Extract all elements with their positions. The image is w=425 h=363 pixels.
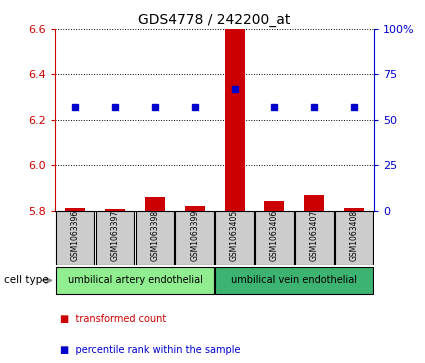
Bar bbox=[264, 201, 284, 211]
Text: ■  transformed count: ■ transformed count bbox=[60, 314, 166, 325]
Bar bbox=[335, 211, 374, 265]
Text: GSM1063396: GSM1063396 bbox=[71, 209, 79, 261]
Bar bbox=[215, 266, 374, 294]
Bar bbox=[136, 211, 174, 265]
Text: GSM1063399: GSM1063399 bbox=[190, 209, 199, 261]
Bar bbox=[185, 206, 205, 211]
Text: umbilical vein endothelial: umbilical vein endothelial bbox=[231, 276, 357, 285]
Bar bbox=[96, 211, 134, 265]
Bar bbox=[255, 211, 294, 265]
Bar bbox=[215, 211, 254, 265]
Text: GSM1063398: GSM1063398 bbox=[150, 209, 159, 261]
Bar bbox=[344, 208, 364, 211]
Text: GSM1063406: GSM1063406 bbox=[270, 209, 279, 261]
Bar bbox=[295, 211, 334, 265]
Bar bbox=[56, 211, 94, 265]
Bar bbox=[304, 195, 324, 211]
Text: GSM1063397: GSM1063397 bbox=[110, 209, 119, 261]
Text: GSM1063405: GSM1063405 bbox=[230, 209, 239, 261]
Bar bbox=[65, 208, 85, 211]
Text: umbilical artery endothelial: umbilical artery endothelial bbox=[68, 276, 202, 285]
Bar bbox=[224, 29, 244, 211]
Text: GSM1063408: GSM1063408 bbox=[350, 209, 359, 261]
Bar bbox=[56, 266, 214, 294]
Bar bbox=[145, 197, 165, 211]
Title: GDS4778 / 242200_at: GDS4778 / 242200_at bbox=[139, 13, 291, 26]
Text: ■  percentile rank within the sample: ■ percentile rank within the sample bbox=[60, 344, 240, 355]
Text: cell type: cell type bbox=[4, 276, 49, 285]
Text: GSM1063407: GSM1063407 bbox=[310, 209, 319, 261]
Bar bbox=[176, 211, 214, 265]
Bar bbox=[105, 209, 125, 211]
